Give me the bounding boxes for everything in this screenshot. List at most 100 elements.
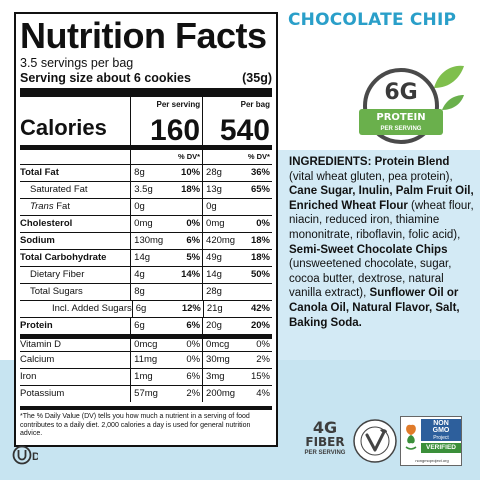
nongmo-logo: NON GMO Project VERIFIED nongmoproject.o… <box>400 416 462 466</box>
amount-per-bag: 13g <box>202 182 239 198</box>
nutrient-row: Total Carbohydrate 14g 5% 49g 18% <box>20 249 272 266</box>
nutrient-name: Dietary Fiber <box>30 269 85 280</box>
nutrient-row: Vitamin D 0mcg 0% 0mcg 0% <box>20 334 272 351</box>
dv-per-bag: 15% <box>250 371 270 382</box>
dv-per-serving: 0% <box>186 218 201 229</box>
serving-size-value: (35g) <box>242 71 272 85</box>
nutrient-name: Calcium <box>20 354 55 365</box>
per-serving-heading: Per serving <box>156 100 201 109</box>
calories-per-serving: Per serving 160 <box>130 97 202 147</box>
dv-per-bag: 36% <box>250 167 270 178</box>
nutrient-row: Saturated Fat 3.5g 18% 13g 65% <box>20 181 272 198</box>
nutrient-row: Trans Fat 0g 0g <box>20 198 272 215</box>
dv-per-serving: 6% <box>186 235 201 246</box>
protein-amount: 6G <box>384 80 418 105</box>
amount-per-bag: 20g <box>202 318 239 334</box>
dv-per-bag: 50% <box>250 269 270 280</box>
dv-per-serving: 6% <box>186 320 201 331</box>
nongmo-line-1: NON <box>433 420 449 427</box>
dv-per-bag: 18% <box>250 235 270 246</box>
nutrient-row: Total Fat 8g 10% 28g 36% <box>20 164 272 181</box>
dv-per-bag: 4% <box>256 388 270 399</box>
dv-per-bag: 18% <box>250 252 270 263</box>
nutrient-name: Incl. Added Sugars <box>52 303 132 314</box>
vegan-logo-icon <box>353 419 397 463</box>
nutrition-title: Nutrition Facts <box>20 15 267 56</box>
serving-size: Serving size about 6 cookies (35g) <box>20 71 272 86</box>
amount-per-bag: 28g <box>202 284 239 300</box>
amount-per-bag: 14g <box>202 267 239 283</box>
dv-per-serving: 14% <box>181 269 201 280</box>
protein-badge: 6G PROTEIN PER SERVING <box>359 68 443 144</box>
fiber-word: FIBER <box>305 435 345 449</box>
dv-per-bag <box>240 199 272 215</box>
dv-header-bag: % DV* <box>247 152 270 161</box>
nutrient-row: Dietary Fiber 4g 14% 14g 50% <box>20 266 272 283</box>
dv-per-bag: 65% <box>250 184 270 195</box>
dv-per-bag: 0% <box>256 339 270 350</box>
amount-per-serving: 130mg <box>130 233 167 249</box>
nutrient-name-rest: Fat <box>53 201 70 212</box>
dv-per-bag: 2% <box>256 354 270 365</box>
calories-row: Calories Per serving 160 Per bag 540 <box>20 97 272 147</box>
amount-per-serving: 0mcg <box>130 339 167 351</box>
protein-sub: PER SERVING <box>380 126 422 132</box>
leaf-icon-small <box>442 95 464 110</box>
nutrient-name-italic: Trans <box>30 201 54 212</box>
ingredients-part-2: (vital wheat gluten, pea protein), <box>289 170 453 183</box>
dv-per-serving: 6% <box>186 371 201 382</box>
calories-label: Calories <box>20 115 107 140</box>
nutrient-row: Potassium 57mg 2% 200mg 4% <box>20 385 272 402</box>
nutrient-name: Total Fat <box>20 167 59 178</box>
amount-per-serving: 14g <box>130 250 167 266</box>
dv-per-bag: 0% <box>256 218 270 229</box>
amount-per-serving: 8g <box>130 284 167 300</box>
nutrient-name: Protein <box>20 320 53 331</box>
amount-per-serving: 11mg <box>130 352 167 368</box>
dv-per-serving: 0% <box>186 339 201 350</box>
ingredients-part-3: Cane Sugar, Inulin, Palm Fruit Oil, Enri… <box>289 185 474 212</box>
divider-thick <box>20 88 272 97</box>
nutrient-name: Vitamin D <box>20 339 62 350</box>
amount-per-serving: 8g <box>130 165 167 181</box>
nongmo-verified: VERIFIED <box>421 443 461 453</box>
nutrient-name: Trans Fat <box>20 199 130 215</box>
dv-per-serving <box>168 199 202 215</box>
divider-medium <box>20 145 272 149</box>
nutrient-row: Total Sugars 8g 28g <box>20 283 272 300</box>
amount-per-bag: 0mg <box>202 216 239 232</box>
amount-per-bag: 0mcg <box>202 339 239 351</box>
amount-per-serving: 0mg <box>130 216 167 232</box>
nongmo-url: nongmoproject.org <box>415 458 449 463</box>
dv-per-serving: 2% <box>186 388 201 399</box>
dv-spacer-a <box>130 150 167 164</box>
nutrient-name: Total Carbohydrate <box>20 252 107 263</box>
nutrient-row: Sodium 130mg 6% 420mg 18% <box>20 232 272 249</box>
amount-per-serving: 6g <box>130 318 167 334</box>
calories-per-bag: Per bag 540 <box>202 97 272 147</box>
nutrient-row: Incl. Added Sugars 6g 12% 21g 42% <box>20 300 272 317</box>
dv-per-serving: 5% <box>186 252 201 263</box>
amount-per-bag: 28g <box>202 165 239 181</box>
ingredients-part-5: Semi-Sweet Chocolate Chips <box>289 243 448 256</box>
amount-per-serving: 0g <box>130 199 167 215</box>
dv-per-serving: 12% <box>181 303 201 314</box>
ingredients-part-6: (unsweetened chocolate, sugar, cocoa but… <box>289 258 452 300</box>
fiber-amount: 4G <box>312 418 338 437</box>
amount-per-bag: 30mg <box>202 352 239 368</box>
dv-per-serving: 0% <box>186 354 201 365</box>
serving-size-label: Serving size about 6 cookies <box>20 71 191 85</box>
nutrient-name: Potassium <box>20 388 65 399</box>
dv-per-bag: 42% <box>250 303 270 314</box>
amount-per-bag: 420mg <box>202 233 239 249</box>
nutrient-row: Protein 6g 6% 20g 20% <box>20 317 272 334</box>
nutrition-label: Nutrition Facts 3.5 servings per bag Ser… <box>14 12 278 447</box>
protein-label: PROTEIN <box>376 112 426 123</box>
servings-per-bag: 3.5 servings per bag <box>20 56 134 70</box>
fiber-logo: 4G FIBER PER SERVING <box>300 420 350 457</box>
fiber-sub: PER SERVING <box>304 450 346 456</box>
kosher-ou-icon: D <box>12 445 38 465</box>
dv-header-row: % DV* % DV* <box>20 149 272 164</box>
leaf-icon <box>434 65 464 88</box>
amount-per-bag: 49g <box>202 250 239 266</box>
